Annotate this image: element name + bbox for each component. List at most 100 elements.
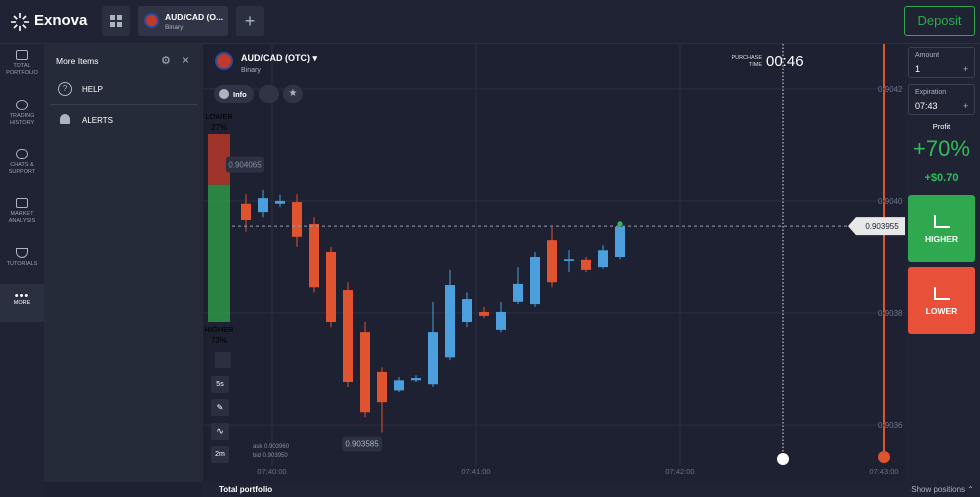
- asset-flag: [215, 52, 233, 70]
- amount-box[interactable]: Amount 1 +: [908, 47, 975, 78]
- y-tick-label: 0.9040: [878, 197, 903, 206]
- sentiment-bar: [208, 134, 230, 185]
- tab-subtitle: Binary: [165, 24, 184, 31]
- nav-label: CHATS & SUPPORT: [8, 162, 36, 175]
- low-marker: 0.903585: [345, 440, 379, 449]
- amount-label: Amount: [915, 52, 940, 59]
- x-tick-label: 07:40:00: [257, 467, 286, 476]
- higher-button[interactable]: HIGHER: [908, 195, 975, 262]
- help-icon: ?: [58, 82, 72, 96]
- candle-body: [530, 257, 540, 305]
- separator: [50, 104, 197, 105]
- info-button[interactable]: Info: [214, 85, 254, 103]
- candle-body: [241, 203, 251, 221]
- profit-percent: +70%: [913, 136, 970, 161]
- alerts-icon: [60, 114, 70, 124]
- candle-body: [258, 198, 268, 213]
- x-tick-label: 07:43:00: [869, 467, 898, 476]
- menu-item[interactable]: HELP: [82, 85, 103, 94]
- favorite-button[interactable]: ★: [283, 85, 303, 103]
- nav-item-active[interactable]: ••• MORE: [0, 284, 44, 322]
- flag-icon: [144, 13, 159, 28]
- nav-item[interactable]: TRADING HISTORY: [0, 100, 44, 127]
- purchase-icon: [777, 453, 789, 465]
- candle-body: [411, 378, 421, 381]
- x-tick-label: 07:41:00: [461, 467, 490, 476]
- deposit-button[interactable]: Deposit: [904, 6, 975, 36]
- panel-title: More Items: [56, 56, 99, 66]
- draw-tool[interactable]: ✎: [211, 399, 229, 416]
- sentiment-value: 27%: [211, 123, 227, 132]
- low-marker-box: [342, 436, 382, 452]
- candle-body: [513, 283, 523, 302]
- y-tick-label: 0.9038: [878, 309, 903, 318]
- ask-label: ask 0.903960: [253, 444, 290, 450]
- asset-tab[interactable]: AUD/CAD (O... Binary: [138, 6, 228, 36]
- expiration-icon: [878, 451, 890, 463]
- add-tab-button[interactable]: +: [236, 6, 264, 36]
- more-panel: More Items ⚙ × ? HELP ALERTS: [44, 44, 203, 482]
- candle-body: [479, 311, 489, 316]
- alert-button[interactable]: [259, 85, 279, 103]
- nav-item[interactable]: MARKET ANALYSIS: [0, 198, 44, 225]
- tool-button[interactable]: 2m: [211, 446, 229, 463]
- show-positions-label: Show positions: [911, 485, 966, 494]
- sentiment-bar: [208, 184, 230, 322]
- nav-item[interactable]: TUTORIALS: [0, 248, 44, 268]
- top-bar: Exnova AUD/CAD (O... Binary + Deposit: [0, 0, 980, 44]
- asset-type: Binary: [241, 67, 261, 74]
- candle-body: [564, 259, 574, 261]
- candle-body: [462, 299, 472, 323]
- candle-body: [309, 223, 319, 288]
- nav-label: TUTORIALS: [6, 261, 38, 267]
- nav-label: TRADING HISTORY: [9, 113, 35, 126]
- settings-icon[interactable]: ⚙: [161, 55, 171, 67]
- nav-label: TOTAL PORTFOLIO: [6, 63, 38, 76]
- nav-label: MARKET ANALYSIS: [8, 211, 36, 224]
- candle-body: [326, 251, 336, 323]
- asset-name[interactable]: AUD/CAD (OTC) ▾: [241, 53, 318, 63]
- indicator-tool[interactable]: ∿: [211, 423, 229, 440]
- nav-item[interactable]: CHATS & SUPPORT: [0, 149, 44, 176]
- purchase-timer: 00:46: [766, 53, 804, 70]
- show-positions[interactable]: Show positions ⌃: [911, 485, 974, 494]
- nav-item[interactable]: TOTAL PORTFOLIO: [0, 50, 44, 77]
- candle-body: [275, 200, 285, 204]
- grid-button[interactable]: [102, 6, 130, 36]
- lower-label: LOWER: [925, 306, 958, 316]
- tool-button[interactable]: 5s: [211, 376, 229, 393]
- candle-body: [598, 250, 608, 268]
- current-price: 0.903955: [865, 222, 899, 231]
- candle-body: [428, 332, 438, 385]
- info-label: Info: [233, 90, 247, 99]
- nav-label: MORE: [13, 300, 31, 306]
- candle-body: [547, 240, 557, 283]
- total-portfolio[interactable]: Total portfolio: [219, 485, 273, 494]
- candle-body: [292, 202, 302, 237]
- logo-icon: [11, 13, 29, 31]
- purchase-label: PURCHASE TIME: [731, 55, 762, 68]
- amount-value: 1: [915, 64, 921, 74]
- menu-item[interactable]: ALERTS: [82, 116, 113, 125]
- lower-button[interactable]: LOWER: [908, 267, 975, 334]
- high-marker-box: [226, 156, 264, 173]
- sidebar: TOTAL PORTFOLIO TRADING HISTORY CHATS & …: [0, 44, 44, 497]
- sentiment-label: LOWER: [205, 112, 233, 121]
- candle-body: [377, 371, 387, 403]
- expiration-value: 07:43: [915, 101, 938, 111]
- asset-name-text: AUD/CAD (OTC): [241, 53, 310, 63]
- tool-button[interactable]: [215, 352, 231, 368]
- expiration-box[interactable]: Expiration 07:43 +: [908, 84, 975, 115]
- x-tick-label: 07:42:00: [665, 467, 694, 476]
- candle-body: [343, 290, 353, 382]
- candle-body: [360, 332, 370, 413]
- y-tick-label: 0.9036: [878, 421, 903, 430]
- profit-label: Profit: [932, 122, 951, 131]
- close-icon[interactable]: ×: [182, 53, 190, 67]
- high-marker: 0.904065: [228, 161, 262, 170]
- candle-body: [496, 311, 506, 330]
- brand: Exnova: [34, 12, 88, 29]
- current-price-box: [848, 217, 905, 236]
- candle-body: [394, 380, 404, 391]
